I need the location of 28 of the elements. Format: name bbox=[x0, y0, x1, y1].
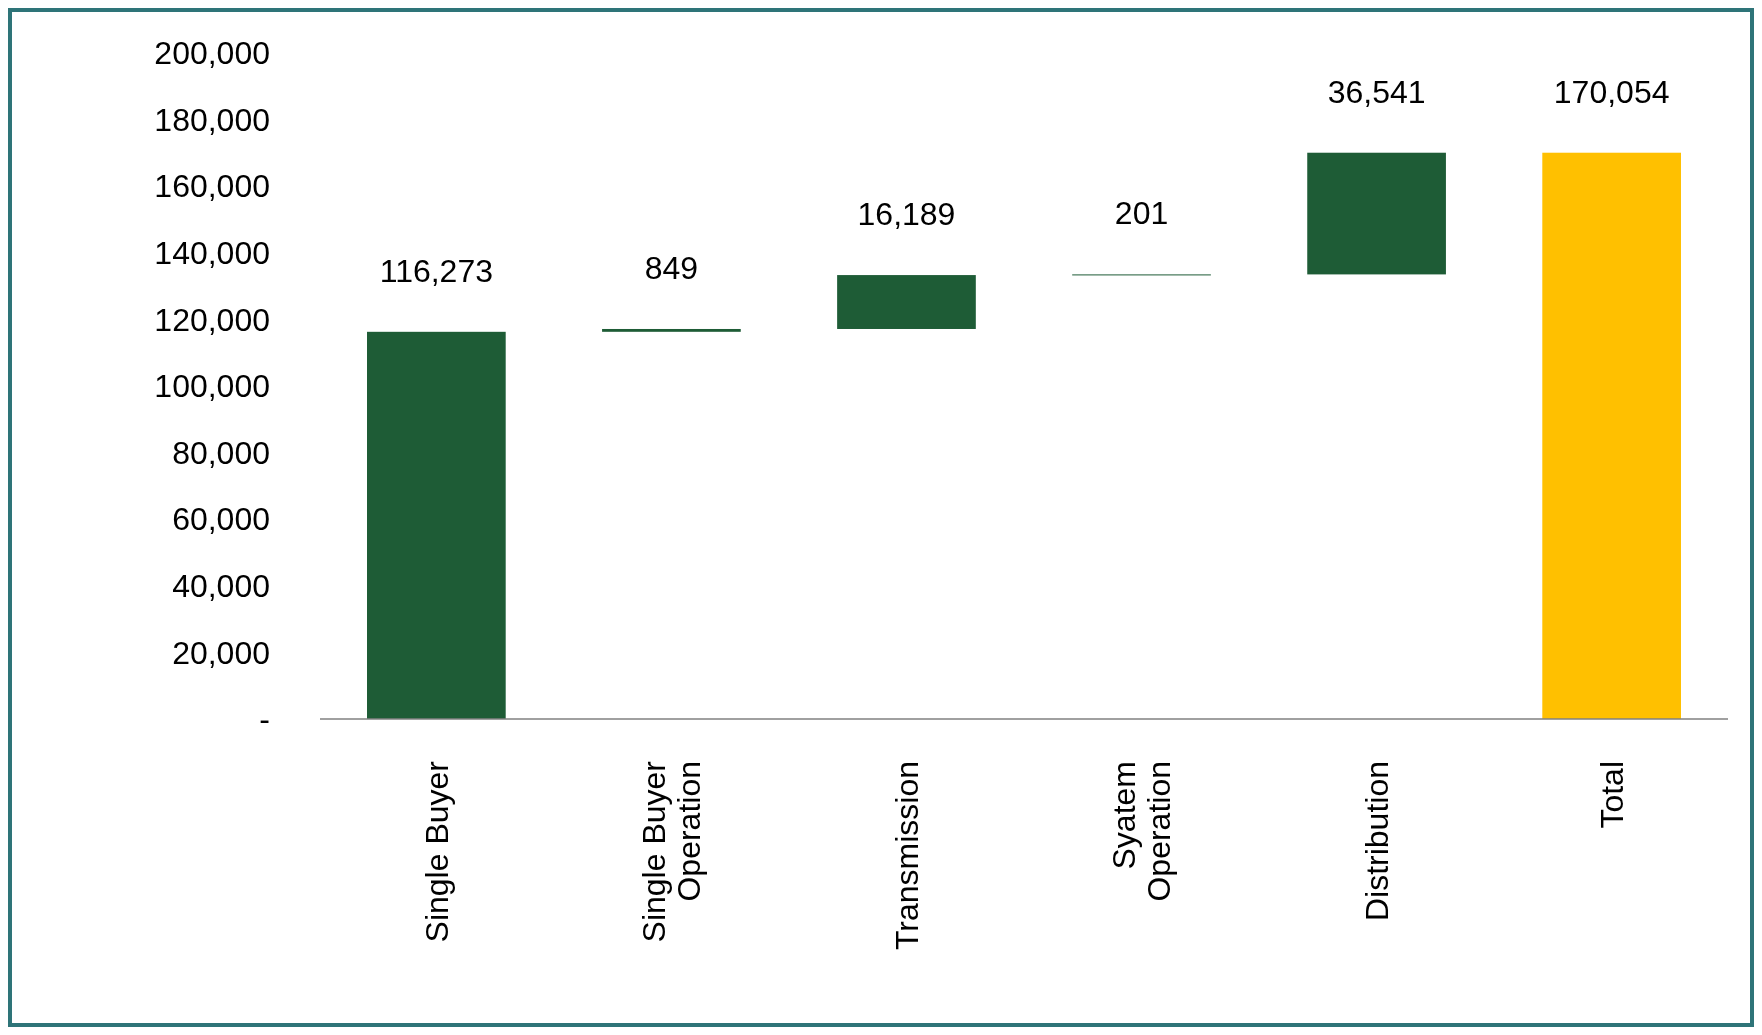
bar bbox=[602, 328, 741, 332]
data-label: 116,273 bbox=[379, 252, 493, 289]
bar bbox=[1307, 152, 1446, 275]
x-tick-label: Single Buyer Operation bbox=[636, 760, 708, 943]
y-tick-label: 20,000 bbox=[172, 634, 270, 671]
data-label: 16,189 bbox=[857, 196, 956, 233]
x-tick-label: Total bbox=[1593, 761, 1630, 829]
data-label: 201 bbox=[1114, 195, 1169, 232]
bar bbox=[1542, 152, 1681, 719]
data-label: 170,054 bbox=[1553, 73, 1670, 110]
y-tick-label: 160,000 bbox=[154, 168, 270, 205]
data-label: 849 bbox=[644, 249, 699, 286]
data-label: 36,541 bbox=[1327, 73, 1426, 110]
y-tick-label: - bbox=[259, 701, 270, 738]
y-tick-label: 80,000 bbox=[172, 434, 270, 471]
y-tick-label: 180,000 bbox=[154, 101, 270, 138]
x-tick-label: Transmission bbox=[888, 761, 925, 951]
bar bbox=[837, 275, 976, 329]
y-tick-label: 60,000 bbox=[172, 501, 270, 538]
y-tick-label: 100,000 bbox=[154, 368, 270, 405]
x-tick-label: Single Buyer bbox=[418, 760, 455, 943]
x-tick-label: Syatem Operation bbox=[1106, 761, 1178, 902]
y-tick-label: 40,000 bbox=[172, 568, 270, 604]
bar bbox=[367, 331, 506, 719]
y-tick-label: 140,000 bbox=[154, 235, 270, 271]
y-tick-label: 200,000 bbox=[154, 35, 270, 72]
x-tick-label: Distribution bbox=[1358, 761, 1395, 922]
y-tick-label: 120,000 bbox=[154, 301, 270, 338]
